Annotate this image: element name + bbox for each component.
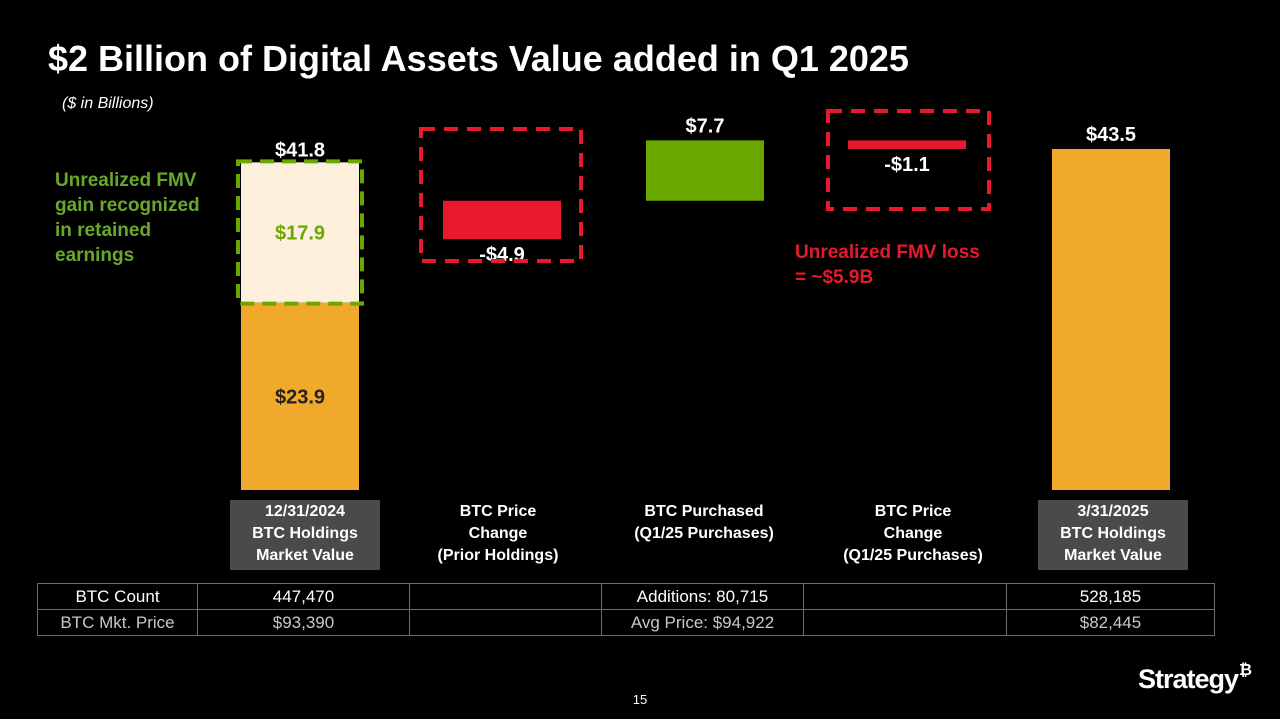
data-label-price-change-prior: -$4.9: [479, 244, 525, 266]
table-cell: 528,185: [1006, 583, 1215, 610]
table-row-btc-count: BTC Count 447,470 Additions: 80,715 528,…: [37, 583, 1215, 610]
bar-btc-purchased: [646, 140, 764, 201]
data-label-start-cost-basis: $23.9: [275, 386, 325, 408]
table-row-btc-price: BTC Mkt. Price $93,390 Avg Price: $94,92…: [37, 609, 1215, 636]
bar-price-change-q1: [848, 140, 966, 149]
strategy-logo: Strategy₿: [1138, 662, 1252, 694]
row-label: BTC Mkt. Price: [37, 609, 198, 636]
category-label-price-change-q1: BTC Price Change (Q1/25 Purchases): [843, 503, 983, 564]
category-label-start: 12/31/2024 BTC Holdings Market Value: [230, 500, 380, 570]
total-label-start: $41.8: [275, 139, 325, 161]
data-label-end-holdings: $43.5: [1086, 124, 1136, 146]
units-subtitle: ($ in Billions): [62, 95, 154, 112]
unrealized-loss-note: Unrealized FMV loss = ~$5.9B: [795, 242, 980, 288]
data-label-btc-purchased: $7.7: [686, 115, 725, 137]
table-cell: 447,470: [197, 583, 410, 610]
bar-start-cost-basis: [241, 302, 359, 490]
data-label-price-change-q1: -$1.1: [884, 154, 930, 176]
category-label-price-change-prior: BTC Price Change (Prior Holdings): [437, 503, 559, 564]
category-label-end: 3/31/2025 BTC Holdings Market Value: [1038, 500, 1188, 570]
price-change-q1-outline: [826, 109, 991, 211]
table-cell: [803, 609, 1007, 636]
price-change-prior-outline: [419, 127, 583, 263]
category-label-purchased: BTC Purchased (Q1/25 Purchases): [634, 503, 774, 542]
table-cell: $93,390: [197, 609, 410, 636]
row-label: BTC Count: [37, 583, 198, 610]
btc-stats-table: BTC Count 447,470 Additions: 80,715 528,…: [37, 583, 1215, 636]
table-cell: [409, 609, 602, 636]
table-cell: Avg Price: $94,922: [601, 609, 804, 636]
data-label-start-unrealized-gain: $17.9: [275, 222, 325, 244]
table-cell: $82,445: [1006, 609, 1215, 636]
bar-price-change-prior: [443, 200, 561, 240]
bar-start-unrealized-gain: [241, 162, 359, 303]
bitcoin-icon: ₿: [1239, 662, 1252, 679]
table-cell: [803, 583, 1007, 610]
page-number: 15: [632, 692, 648, 707]
page-title: $2 Billion of Digital Assets Value added…: [48, 38, 909, 79]
table-cell: [409, 583, 602, 610]
table-cell: Additions: 80,715: [601, 583, 804, 610]
bar-end-holdings: [1052, 149, 1170, 490]
unrealized-gain-note: Unrealized FMV gain recognized in retain…: [55, 170, 200, 266]
